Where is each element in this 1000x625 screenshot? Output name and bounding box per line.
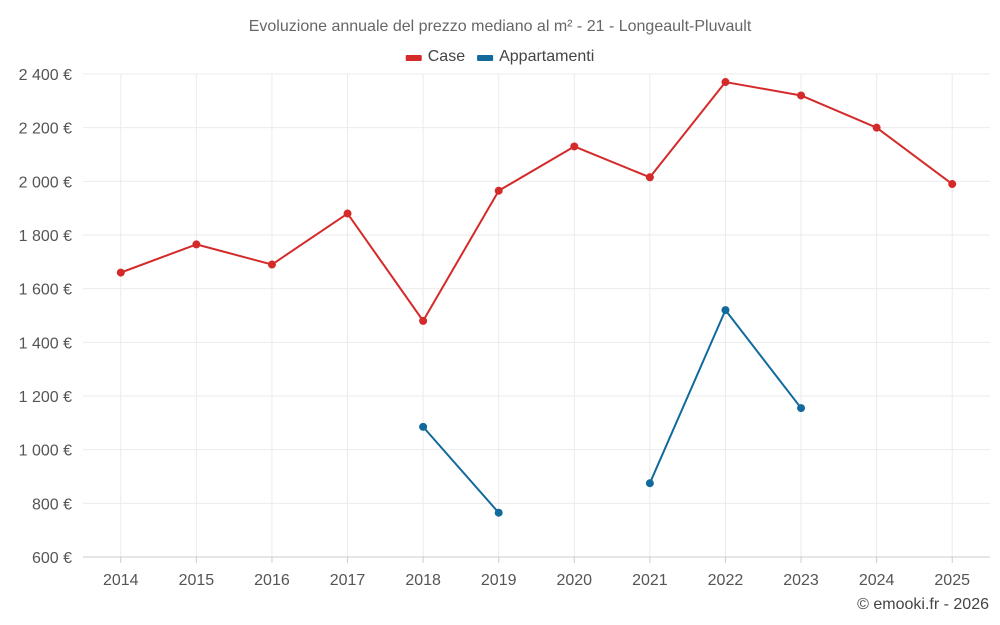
data-point-case [721,78,730,87]
series-case [116,78,957,325]
y-tick-label: 2 200 € [19,121,72,138]
x-tick-label: 2024 [859,572,895,589]
y-tick-label: 1 200 € [19,389,72,406]
x-tick-label: 2014 [103,572,139,589]
series-layer [116,78,957,517]
series-appartamenti [419,306,806,517]
legend-item-case[interactable]: Case [405,48,465,65]
legend-label-appartamenti: Appartamenti [499,48,594,65]
x-tick-label: 2025 [934,572,970,589]
y-tick-label: 1 400 € [19,335,72,352]
legend: Case Appartamenti [405,48,594,65]
data-point-case [645,173,654,182]
x-axis: 2014 2015 2016 2017 2018 2019 2020 2021 2022 2023… [83,556,990,589]
y-tick-label: 1 000 € [19,443,72,460]
data-point-case [570,142,579,151]
x-tick-label: 2018 [405,572,441,589]
series-line-case [120,81,953,322]
series-line-appartamenti [422,426,500,514]
y-tick-label: 600 € [32,550,72,567]
x-tick-label: 2015 [179,572,215,589]
x-tick-label: 2023 [783,572,819,589]
x-tick-label: 2020 [556,572,592,589]
data-point-appartamenti [797,404,806,413]
x-tick-label: 2016 [254,572,290,589]
x-tick-label: 2021 [632,572,668,589]
chart-title: Evoluzione annuale del prezzo mediano al… [249,18,752,35]
y-tick-label: 1 800 € [19,228,72,245]
data-point-appartamenti [419,422,428,431]
data-point-case [872,123,881,132]
x-tick-label: 2017 [330,572,366,589]
data-point-appartamenti [645,479,654,488]
data-point-case [494,186,503,195]
y-tick-label: 800 € [32,496,72,513]
legend-label-case: Case [428,48,465,65]
legend-swatch-appartamenti [477,55,494,61]
data-point-case [116,268,125,277]
grid [83,73,990,557]
x-tick-label: 2019 [481,572,517,589]
x-tick-label: 2022 [708,572,744,589]
data-point-appartamenti [494,508,503,517]
data-point-case [267,260,276,269]
legend-swatch-case [405,55,422,61]
credit-text: © emooki.fr - 2026 [857,596,989,613]
y-tick-label: 1 600 € [19,282,72,299]
y-axis: 600 € 800 € 1 000 € 1 200 € 1 400 € 1 600 € 1 … [19,67,72,567]
data-point-appartamenti [721,306,730,315]
data-point-case [192,240,201,249]
y-tick-label: 2 400 € [19,67,72,84]
data-point-case [948,180,957,189]
data-point-case [419,316,428,325]
data-point-case [343,209,352,218]
data-point-case [797,91,806,100]
legend-item-appartamenti[interactable]: Appartamenti [477,48,594,65]
y-tick-label: 2 000 € [19,174,72,191]
